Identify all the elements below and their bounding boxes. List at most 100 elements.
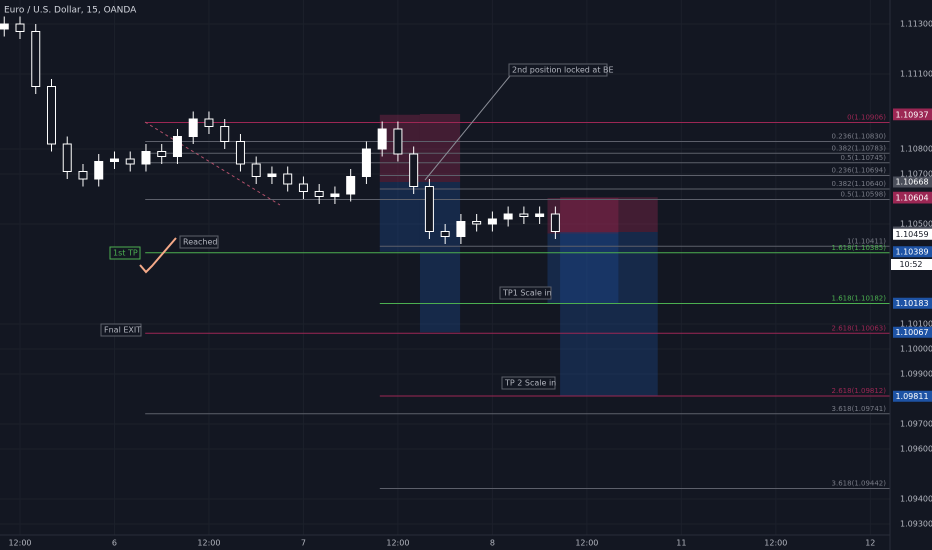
price-tag-label: 1.10183 bbox=[895, 299, 928, 308]
note: 1st TP bbox=[109, 246, 141, 260]
candle-body bbox=[220, 126, 230, 142]
candle-body bbox=[409, 153, 419, 187]
check-mark bbox=[139, 237, 177, 274]
countdown: 10:52 bbox=[899, 260, 922, 269]
candle-body bbox=[314, 191, 324, 197]
x-tick-label: 6 bbox=[112, 539, 117, 548]
candle-body bbox=[78, 171, 88, 180]
fib-label: 1.618(1.10385) bbox=[832, 244, 887, 252]
price-tag bbox=[893, 228, 932, 240]
note-text: TP1 Scale in bbox=[502, 289, 552, 298]
y-tick-label: 1.10800 bbox=[900, 145, 932, 154]
candle-body bbox=[267, 173, 277, 177]
fib-label: 0.5(1.10598) bbox=[840, 191, 886, 199]
candle-body bbox=[424, 186, 434, 232]
note-text: 2nd position locked at BE bbox=[512, 66, 614, 75]
candle-body bbox=[141, 151, 151, 165]
stop-zone bbox=[419, 114, 461, 182]
fib-label: 0.382(1.10783) bbox=[832, 144, 887, 152]
candle-body bbox=[550, 213, 560, 232]
price-tag-label: 1.10459 bbox=[895, 230, 928, 239]
price-tag bbox=[893, 297, 932, 309]
price-tag-label: 1.10067 bbox=[895, 328, 928, 337]
x-tick-label: 11 bbox=[676, 539, 686, 548]
candle-body bbox=[251, 163, 261, 177]
candle-body bbox=[172, 136, 182, 157]
y-tick-label: 1.10700 bbox=[900, 170, 932, 179]
candle-body bbox=[125, 158, 135, 165]
y-tick-label: 1.09700 bbox=[900, 420, 932, 429]
trend-line bbox=[144, 121, 281, 206]
y-tick-label: 1.10100 bbox=[900, 320, 932, 329]
candle-body bbox=[298, 183, 308, 192]
fib-label: 2.618(1.09812) bbox=[832, 387, 887, 395]
candles bbox=[0, 16, 560, 244]
y-tick-label: 1.09900 bbox=[900, 370, 932, 379]
candle-body bbox=[346, 176, 356, 195]
candle-body bbox=[62, 143, 72, 172]
fib-label: 1(1.10411) bbox=[847, 237, 886, 245]
candle-body bbox=[46, 86, 56, 145]
fib-label: 0(1.10906) bbox=[847, 114, 886, 122]
candle-body bbox=[487, 218, 497, 225]
x-tick-label: 12:00 bbox=[764, 539, 787, 548]
x-tick-label: 12:00 bbox=[575, 539, 598, 548]
candle-body bbox=[157, 151, 167, 157]
grid bbox=[0, 0, 890, 535]
candle-body bbox=[377, 128, 387, 150]
axes: 1.11300 1.11100 1.10800 1.10700 1.10500 1.101… bbox=[8, 20, 932, 548]
fib-label: 3.618(1.09442) bbox=[832, 480, 887, 488]
stop-zone bbox=[560, 197, 658, 232]
price-tag bbox=[893, 176, 932, 188]
candle-body bbox=[188, 118, 198, 137]
fib-label: 3.618(1.09741) bbox=[832, 405, 887, 413]
price-tag-label: 1.10668 bbox=[895, 178, 928, 187]
candle-body bbox=[535, 213, 545, 217]
candle-body bbox=[0, 23, 9, 30]
price-tag-label: 1.10604 bbox=[895, 194, 928, 203]
candle-body bbox=[503, 213, 513, 220]
fib-label: 1.618(1.10182) bbox=[832, 295, 887, 303]
arrow bbox=[424, 75, 511, 181]
note: TP 2 Scale in bbox=[501, 376, 556, 390]
note-text: Fnal EXIT bbox=[104, 326, 141, 335]
candle-body bbox=[519, 213, 529, 217]
note: TP1 Scale in bbox=[499, 286, 552, 300]
fib-levels: 0(1.10906) 0.236(1.10830) 0.382(1.10783) 0.… bbox=[145, 114, 890, 489]
fib-label: 0.382(1.10640) bbox=[832, 180, 887, 188]
fib-label: 0.236(1.10830) bbox=[832, 133, 887, 141]
candle-body bbox=[361, 148, 371, 177]
x-tick-label: 12:00 bbox=[8, 539, 31, 548]
target-zone bbox=[547, 233, 619, 304]
candle-body bbox=[283, 173, 293, 185]
note: Reached bbox=[179, 235, 219, 249]
chart-title: Euro / U.S. Dollar, 15, OANDA bbox=[4, 6, 137, 16]
y-tick-label: 1.09600 bbox=[900, 445, 932, 454]
x-tick-label: 12:00 bbox=[386, 539, 409, 548]
candle-body bbox=[31, 31, 41, 87]
fib-label: 0.236(1.10694) bbox=[832, 167, 887, 175]
note-text: Reached bbox=[183, 238, 218, 247]
note: 2nd position locked at BE bbox=[508, 63, 614, 77]
price-tag-label: 1.10389 bbox=[895, 247, 928, 256]
fib-label: 0.5(1.10745) bbox=[840, 154, 886, 162]
price-tag-label: 1.10937 bbox=[895, 110, 928, 119]
target-zone bbox=[560, 232, 658, 397]
candle-body bbox=[15, 23, 25, 32]
y-tick-label: 1.11300 bbox=[900, 20, 932, 29]
fib-label: 2.618(1.10063) bbox=[832, 324, 887, 332]
x-tick-label: 12:00 bbox=[197, 539, 220, 548]
candle-body bbox=[235, 141, 245, 165]
note: Fnal EXIT bbox=[100, 323, 142, 337]
candle-body bbox=[204, 118, 214, 127]
price-tag bbox=[893, 326, 932, 338]
candle-body bbox=[393, 128, 403, 155]
y-tick-label: 1.10000 bbox=[900, 345, 932, 354]
candle-body bbox=[94, 161, 104, 180]
note-text: TP 2 Scale in bbox=[504, 379, 556, 388]
y-tick-label: 1.09300 bbox=[900, 520, 932, 529]
candle-body bbox=[330, 193, 340, 197]
note-text: 1st TP bbox=[113, 249, 138, 258]
